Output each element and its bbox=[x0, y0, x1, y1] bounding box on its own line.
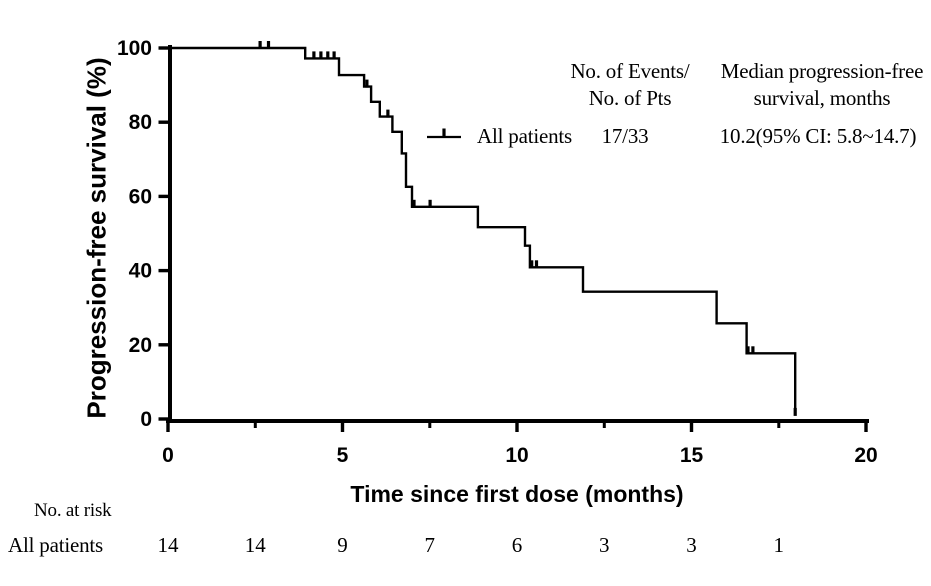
y-tick-label: 20 bbox=[129, 334, 152, 357]
y-axis-title: Progression-free survival (%) bbox=[81, 57, 112, 419]
y-tick-label: 0 bbox=[140, 408, 152, 431]
y-tick-label: 100 bbox=[117, 37, 152, 60]
events-header-line2: No. of Pts bbox=[588, 86, 672, 110]
x-tick-label: 20 bbox=[854, 444, 877, 467]
median-value: 10.2(95% CI: 5.8~14.7) bbox=[719, 124, 917, 148]
y-tick-label: 60 bbox=[129, 185, 152, 208]
x-tick-label: 10 bbox=[505, 444, 528, 467]
km-curve bbox=[168, 46, 797, 415]
y-tick-label: 40 bbox=[129, 260, 152, 283]
risk-table-title: No. at risk bbox=[34, 500, 112, 521]
legend-censor-symbol bbox=[427, 128, 461, 139]
risk-count: 3 bbox=[599, 533, 610, 557]
risk-table-counts: 14 14 9 7 6 3 3 1 bbox=[0, 533, 931, 561]
risk-count: 14 bbox=[157, 533, 179, 557]
risk-count: 7 bbox=[424, 533, 436, 557]
y-tick-label: 80 bbox=[129, 111, 152, 134]
legend-entry-label: All patients bbox=[477, 124, 573, 148]
x-tick-label: 15 bbox=[680, 444, 704, 467]
events-value: 17/33 bbox=[601, 124, 649, 148]
events-header-line1: No. of Events/ bbox=[570, 59, 690, 83]
median-header-line1: Median progression-free bbox=[720, 59, 924, 83]
x-axis-title: Time since first dose (months) bbox=[350, 481, 684, 507]
median-column-header: Median progression-free survival, months bbox=[720, 58, 924, 112]
risk-count: 14 bbox=[244, 533, 266, 557]
risk-count: 9 bbox=[337, 533, 348, 557]
x-tick-label: 5 bbox=[337, 444, 349, 467]
risk-count: 6 bbox=[511, 533, 523, 557]
risk-table-row-label: All patients bbox=[8, 533, 104, 557]
median-header-line2: survival, months bbox=[753, 86, 891, 110]
risk-count: 3 bbox=[686, 533, 697, 557]
events-column-header: No. of Events/ No. of Pts bbox=[570, 58, 689, 112]
risk-count: 1 bbox=[773, 533, 785, 557]
x-tick-label: 0 bbox=[162, 444, 174, 467]
